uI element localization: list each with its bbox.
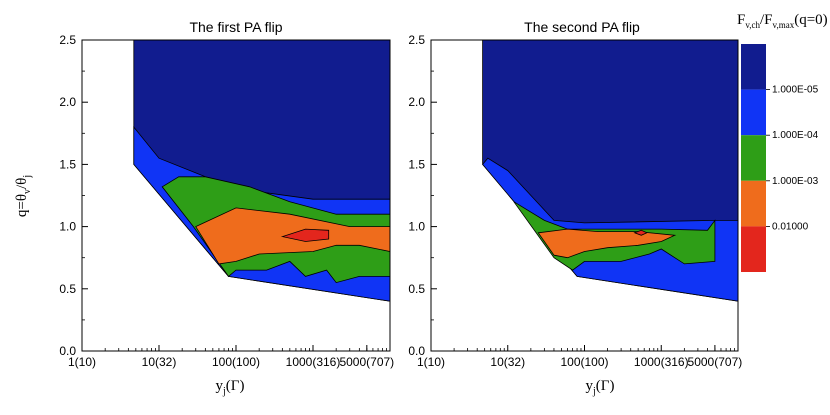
colorbar-bands: 1.000E-05 1.000E-04 1.000E-03 0.01000 [741, 44, 819, 272]
x-axis-label-end: (Γ) [226, 378, 245, 394]
colorbar-band [741, 44, 766, 90]
colorbar-label: 1.000E-04 [772, 130, 819, 141]
x-tick-label: 10(32) [142, 355, 177, 369]
contour-region-4 [280, 228, 330, 242]
contour-region-3 [537, 228, 677, 259]
x-axis-label-2: yj(Γ) [586, 378, 615, 397]
x-tick-label: 1000(316) [286, 355, 341, 369]
y-tick-label: 1.5 [59, 157, 76, 171]
y-axis-label-sub1: v [22, 189, 33, 194]
x-tick-label: 10(32) [490, 355, 525, 369]
colorbar-title-sub1: v,ch [745, 20, 760, 30]
colorbar-label: 1.000E-05 [772, 85, 819, 96]
colorbar-title: Fv,ch/Fv,max(q=0) [737, 12, 828, 30]
x-tick-label: 1000(316) [634, 355, 689, 369]
colorbar: Fv,ch/Fv,max(q=0) 1.000E-051.000E-041.00… [737, 12, 828, 272]
x-ticks: 1(10) 10(32) 100(100) 1000(316)5000(707) [417, 345, 742, 369]
colorbar-band [741, 226, 766, 272]
x-axis-label-main: y [216, 378, 224, 394]
colorbar-band [741, 89, 766, 136]
colorbar-band [741, 135, 766, 181]
y-tick-label: 0.0 [59, 344, 76, 358]
y-axis-label-sub2: j [22, 175, 33, 179]
colorbar-label: 1.000E-03 [772, 176, 819, 187]
x-tick-label: 5000(707) [688, 355, 743, 369]
y-tick-label: 0.5 [408, 282, 425, 296]
contour-regions [133, 39, 391, 302]
contour-region-4 [633, 229, 648, 236]
x-axis-label-sub: j [222, 386, 226, 397]
x-tick-label: 100(100) [212, 355, 260, 369]
y-ticks: 0.0 0.5 1.0 1.5 2.0 2.5 [408, 33, 437, 358]
y-tick-label: 2.0 [408, 95, 425, 109]
colorbar-label: 0.01000 [772, 221, 809, 232]
y-tick-label: 2.5 [408, 33, 425, 47]
x-axis-label-main: y [586, 378, 594, 394]
y-tick-label: 1.0 [59, 220, 76, 234]
colorbar-title-end: (q=0) [794, 12, 827, 28]
x-tick-label: 100(100) [560, 355, 608, 369]
y-tick-label: 0.5 [59, 282, 76, 296]
y-tick-label: 2.0 [59, 95, 76, 109]
chart-title: The first PA flip [189, 19, 282, 35]
y-tick-label: 0.0 [408, 344, 425, 358]
y-tick-label: 2.5 [59, 33, 76, 47]
x-axis-label-1: yj(Γ) [216, 378, 245, 397]
y-axis-label: q=θv/θj [14, 175, 33, 217]
y-axis-label-slash: /θ [14, 178, 30, 189]
chart-title: The second PA flip [524, 19, 640, 35]
y-ticks: 0.0 0.5 1.0 1.5 2.0 2.5 [59, 33, 88, 358]
x-ticks: 1(10) 10(32) 100(100) 1000(316)5000(707) [68, 345, 394, 369]
x-axis-label-sub: j [592, 386, 596, 397]
panel-second-pa-flip: 1(10) 10(32) 100(100) 1000(316)5000(707) 0.… [408, 19, 742, 369]
colorbar-title-main: F [737, 12, 745, 28]
y-axis-label-main: q=θ [14, 194, 30, 217]
colorbar-title-sub2: v,max [773, 20, 795, 30]
x-tick-label: 1(10) [68, 355, 96, 369]
y-tick-label: 1.5 [408, 157, 425, 171]
x-tick-label: 1(10) [417, 355, 445, 369]
colorbar-title-slash: /F [760, 12, 773, 28]
colorbar-band [741, 180, 766, 227]
y-tick-label: 1.0 [408, 220, 425, 234]
x-tick-label: 5000(707) [339, 355, 394, 369]
x-axis-label-end: (Γ) [596, 378, 615, 394]
panel-first-pa-flip: 1(10) 10(32) 100(100) 1000(316) 5000(707) 0.… [59, 19, 394, 369]
contour-regions [482, 39, 739, 302]
